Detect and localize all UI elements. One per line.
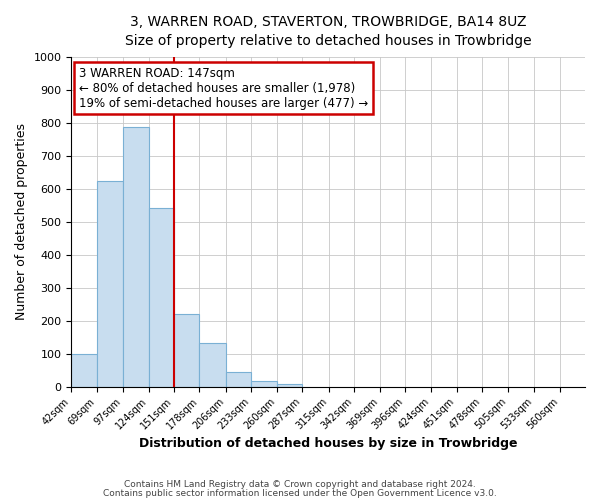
Bar: [97, 182, 123, 387]
Bar: [123, 127, 149, 387]
Bar: [149, 208, 174, 387]
Bar: [71, 354, 97, 387]
Text: Contains HM Land Registry data © Crown copyright and database right 2024.: Contains HM Land Registry data © Crown c…: [124, 480, 476, 489]
Text: Contains public sector information licensed under the Open Government Licence v3: Contains public sector information licen…: [103, 490, 497, 498]
Text: 3 WARREN ROAD: 147sqm
← 80% of detached houses are smaller (1,978)
19% of semi-d: 3 WARREN ROAD: 147sqm ← 80% of detached …: [79, 66, 368, 110]
Bar: [251, 381, 277, 387]
Y-axis label: Number of detached properties: Number of detached properties: [15, 123, 28, 320]
X-axis label: Distribution of detached houses by size in Trowbridge: Distribution of detached houses by size …: [139, 437, 517, 450]
Title: 3, WARREN ROAD, STAVERTON, TROWBRIDGE, BA14 8UZ
Size of property relative to det: 3, WARREN ROAD, STAVERTON, TROWBRIDGE, B…: [125, 15, 532, 48]
Bar: [174, 314, 199, 387]
Bar: [199, 343, 226, 387]
Bar: [226, 372, 251, 387]
Bar: [277, 384, 302, 387]
